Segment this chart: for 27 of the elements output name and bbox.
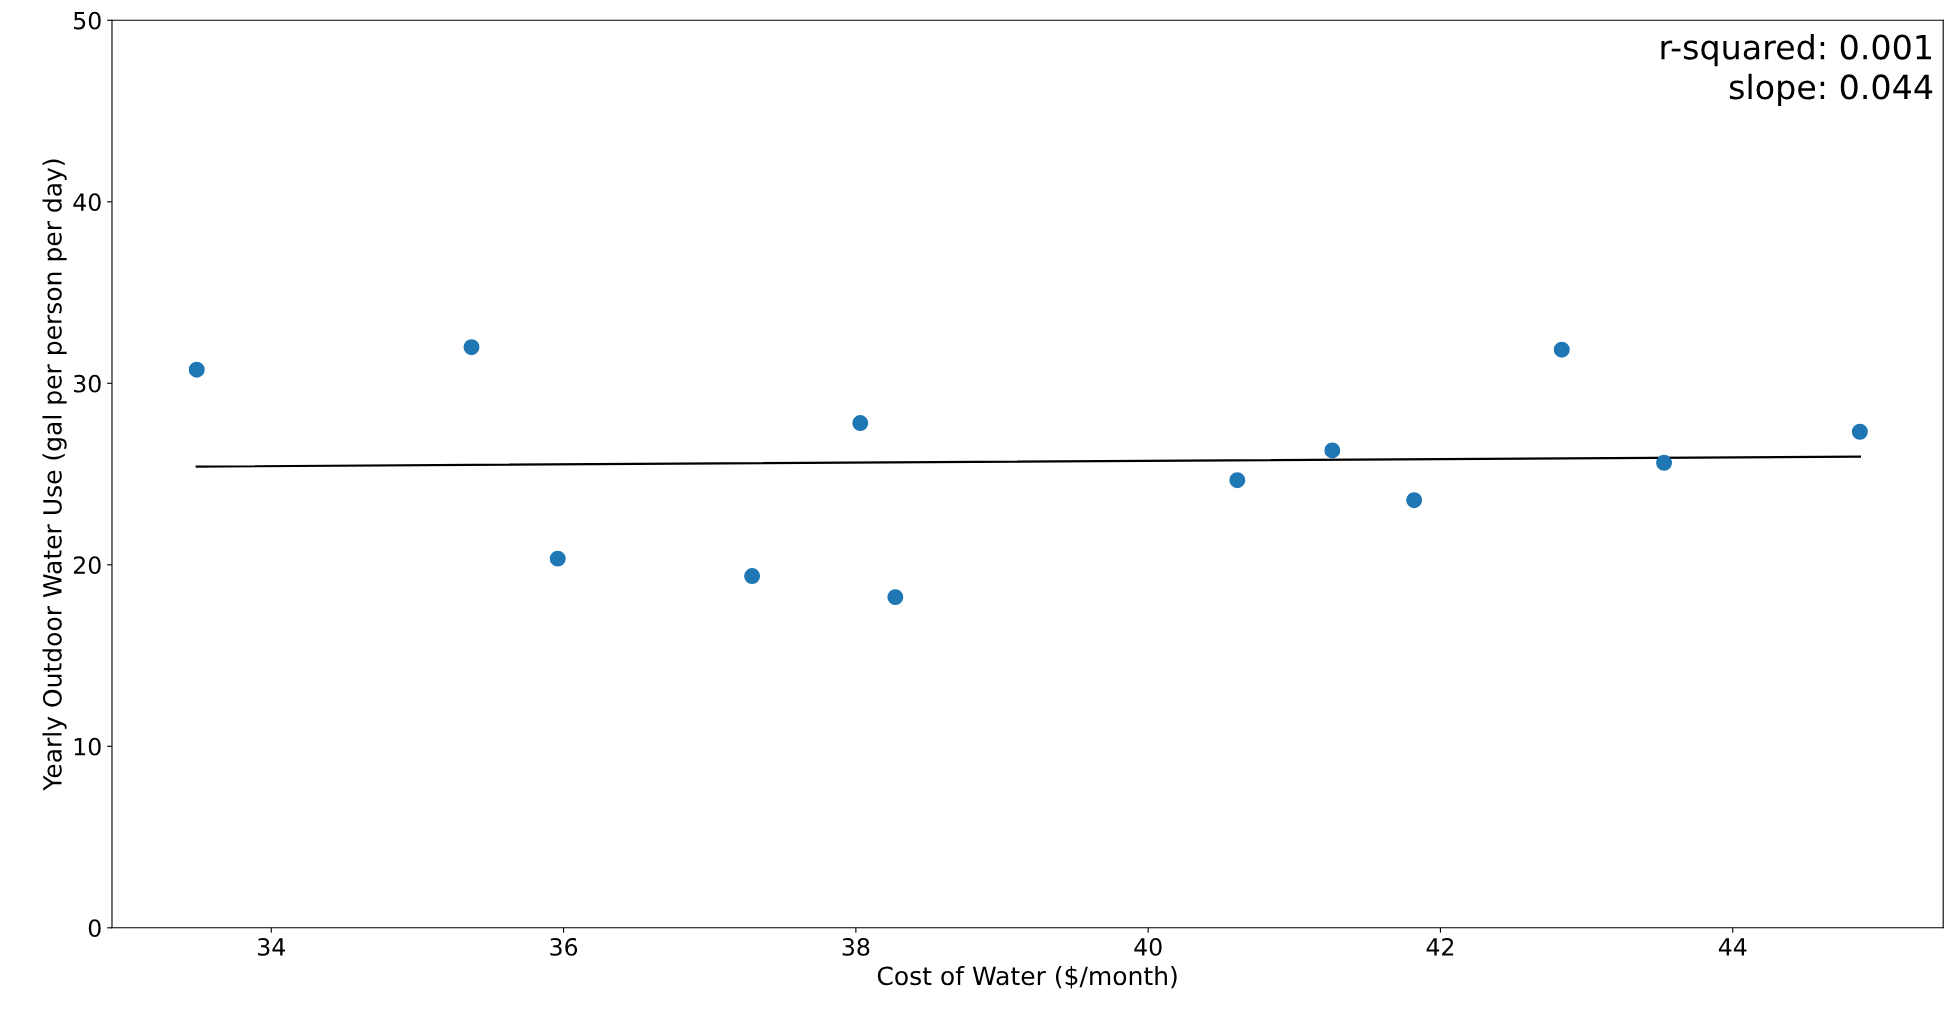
point [1324,442,1341,459]
point [887,589,904,606]
x-tick-label: 36 [550,937,578,956]
y-tick-label: 40 [73,193,101,212]
y-tick-label: 0 [88,919,101,938]
x-tick-label: 44 [1718,938,1747,956]
point [1656,454,1673,471]
x-tick-label: 40 [1134,937,1162,956]
point [852,415,869,432]
point [549,550,566,567]
point [744,568,761,585]
point [1553,341,1570,358]
y-axis-title: Yearly Outdoor Water Use (gal per person per day) [42,159,67,791]
point [463,339,480,356]
y-tick-label: 30 [74,374,101,393]
x-axis-title: Cost of Water ($/month) [877,965,1177,989]
x-tick-label: 42 [1426,937,1454,956]
point [188,361,205,378]
y-tick-label: 10 [74,737,101,756]
annotation: r-squared: 0.001 slope: 0.044 [1661,33,1933,107]
point [1229,472,1246,489]
point [1406,492,1423,509]
y-tick-label: 20 [73,556,101,575]
y-tick-label: 50 [74,11,101,30]
x-tick-label: 38 [842,937,870,956]
point [1851,423,1868,440]
x-tick-label: 34 [258,937,285,956]
